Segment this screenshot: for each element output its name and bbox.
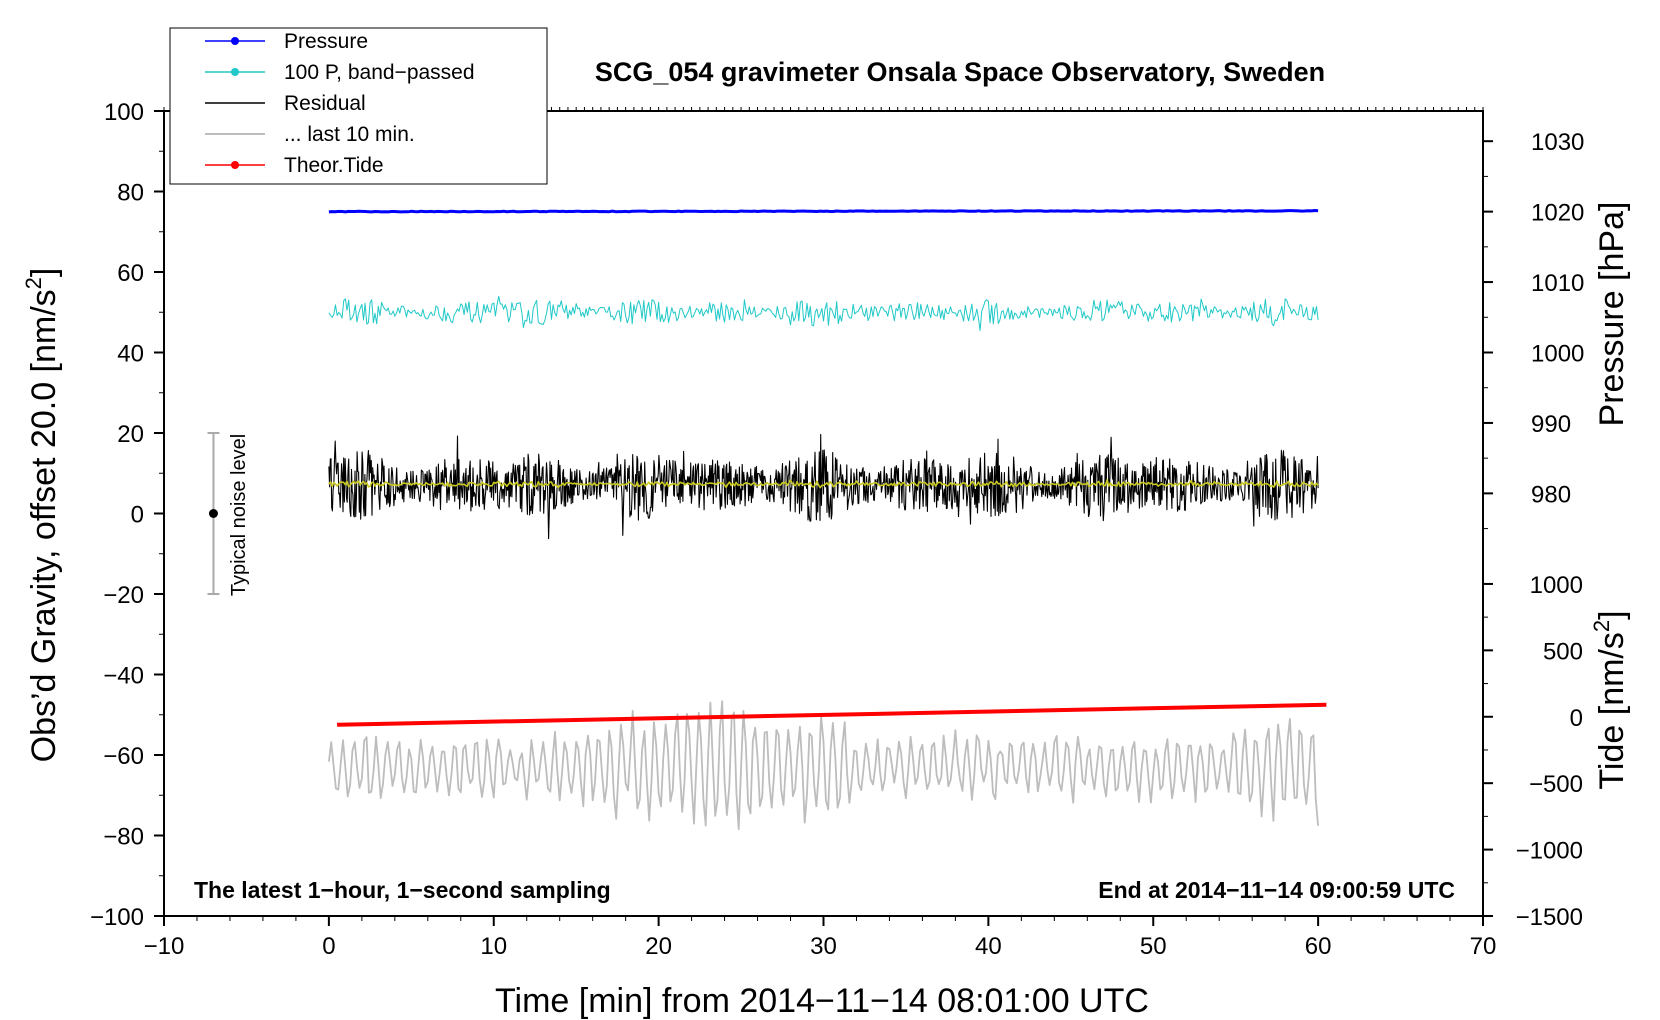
x-tick-label: 20 bbox=[645, 933, 672, 960]
x-tick-label: 40 bbox=[975, 933, 1002, 960]
y-tick-label: 100 bbox=[104, 99, 144, 126]
series-layer bbox=[328, 209, 1327, 830]
band-passed-pressure-series bbox=[328, 295, 1319, 331]
y-tick-label: −60 bbox=[103, 743, 144, 770]
x-tick-label: 60 bbox=[1305, 933, 1332, 960]
pressure-series bbox=[328, 209, 1319, 214]
y-tick-label: 80 bbox=[117, 180, 144, 207]
x-tick-label: 10 bbox=[480, 933, 507, 960]
legend-swatch-marker bbox=[231, 37, 239, 45]
annotation-sampling: The latest 1−hour, 1−second sampling bbox=[194, 877, 611, 903]
noise-bar-center-dot bbox=[208, 509, 218, 518]
y-tick-label: 0 bbox=[131, 502, 144, 529]
tide-tick-label: 500 bbox=[1543, 638, 1583, 665]
pressure-tick-label: 990 bbox=[1531, 411, 1571, 438]
pressure-tick-label: 980 bbox=[1531, 481, 1571, 508]
y-axis-title-tide-text: Tide [nm/s bbox=[1593, 632, 1631, 789]
x-tick-label: 70 bbox=[1470, 933, 1497, 960]
y-axis-title-main-text: Obs’d Gravity, offset 20.0 [nm/s bbox=[25, 289, 63, 762]
noise-level-bar bbox=[207, 432, 220, 595]
y-axis-title-main-close: ] bbox=[25, 268, 63, 277]
y-tick-label: 60 bbox=[117, 260, 144, 287]
noise-level-label: Typical noise level bbox=[228, 434, 250, 596]
y-axis-title-tide-close: ] bbox=[1593, 610, 1631, 619]
legend-label: Pressure bbox=[284, 30, 368, 53]
y-axis-title-main: Obs’d Gravity, offset 20.0 [nm/s2] bbox=[21, 268, 63, 763]
x-tick-label: −10 bbox=[144, 933, 185, 960]
y-tick-label: −40 bbox=[103, 663, 144, 690]
y-axis-title-tide-sup: 2 bbox=[1589, 620, 1614, 632]
pressure-tick-label: 1030 bbox=[1531, 129, 1584, 156]
ticks-layer: −10 0 10 20 30 40 50 60 70−100−80−60−40−20020406… bbox=[90, 99, 1584, 960]
legend-label: 100 P, band−passed bbox=[284, 61, 475, 84]
last-10-min-series bbox=[328, 700, 1319, 830]
tide-tick-label: 0 bbox=[1570, 705, 1583, 732]
y-axis-title-tide: Tide [nm/s2] bbox=[1589, 610, 1631, 789]
y-axis-title-main-sup: 2 bbox=[21, 277, 46, 289]
tide-tick-label: −500 bbox=[1529, 771, 1583, 798]
x-axis-title: Time [min] from 2014−11−14 08:01:00 UTC bbox=[495, 982, 1149, 1020]
residual-smoothed-series bbox=[328, 478, 1319, 489]
legend-label: Theor.Tide bbox=[284, 154, 384, 177]
legend: Pressure 100 P, band−passed Residual ... la… bbox=[169, 27, 548, 185]
x-tick-label: 50 bbox=[1140, 933, 1167, 960]
y-tick-label: 40 bbox=[117, 341, 144, 368]
tide-tick-label: 1000 bbox=[1530, 572, 1583, 599]
y-tick-label: −20 bbox=[103, 582, 144, 609]
theoretical-tide-series bbox=[337, 702, 1327, 727]
legend-box bbox=[169, 27, 548, 185]
annotation-end-time: End at 2014−11−14 09:00:59 UTC bbox=[1098, 877, 1455, 903]
legend-label: ... last 10 min. bbox=[284, 123, 415, 146]
legend-swatch-marker bbox=[231, 68, 239, 76]
tide-tick-label: −1000 bbox=[1516, 838, 1583, 865]
y-tick-label: −100 bbox=[90, 904, 144, 931]
pressure-tick-label: 1020 bbox=[1531, 200, 1584, 227]
y-tick-label: 20 bbox=[117, 421, 144, 448]
legend-label: Residual bbox=[284, 92, 366, 115]
pressure-tick-label: 1010 bbox=[1531, 270, 1584, 297]
tide-tick-label: −1500 bbox=[1516, 904, 1583, 931]
residual-series bbox=[328, 433, 1319, 540]
y-axis-title-pressure: Pressure [hPa] bbox=[1593, 202, 1631, 427]
x-tick-label: 30 bbox=[810, 933, 837, 960]
legend-swatch-marker bbox=[231, 161, 239, 169]
chart-title: SCG_054 gravimeter Onsala Space Observat… bbox=[595, 57, 1325, 87]
pressure-tick-label: 1000 bbox=[1531, 341, 1584, 368]
x-tick-label: 0 bbox=[322, 933, 335, 960]
y-tick-label: −80 bbox=[103, 824, 144, 851]
